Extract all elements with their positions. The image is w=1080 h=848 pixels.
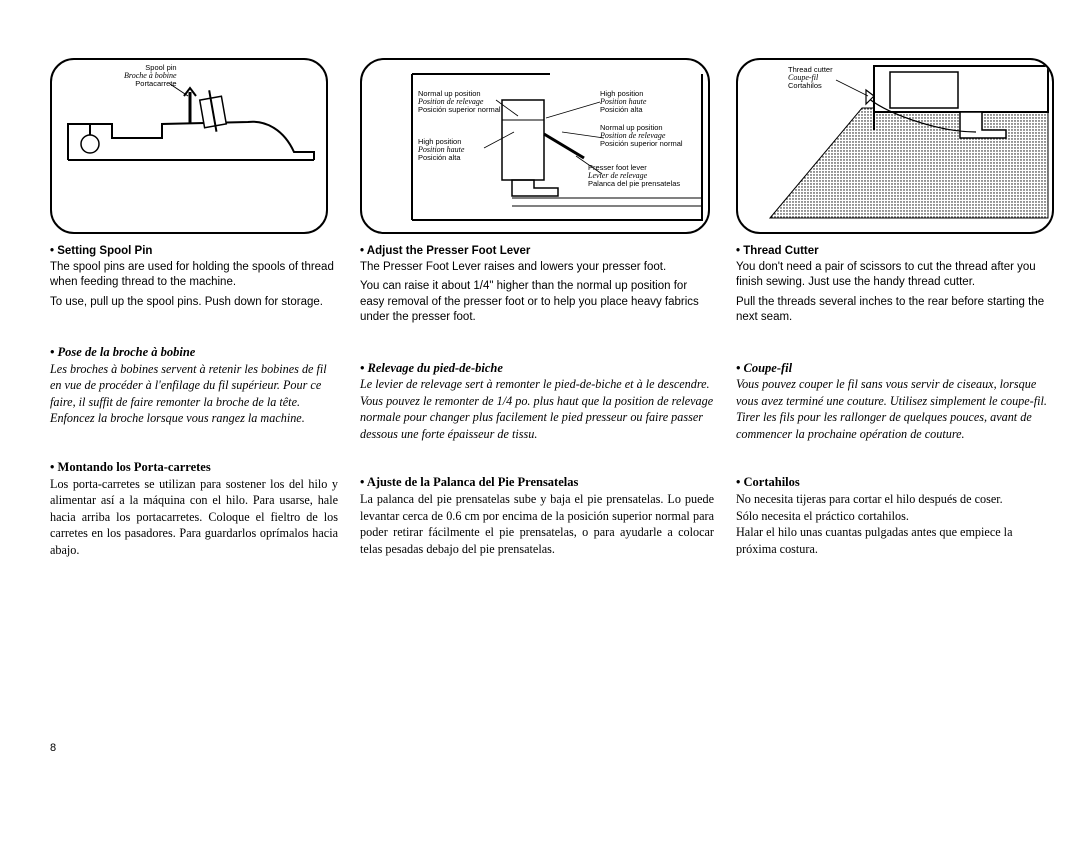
para: The spool pins are used for holding the … (50, 260, 338, 291)
para: Vous pouvez le remonter de 1/4 po. plus … (360, 393, 714, 442)
label-lever: Presser foot lever Levier de relevage Pa… (588, 164, 680, 188)
column-1: Spool pin Broche à bobine Portacarrete S… (50, 58, 338, 558)
col2-english: Adjust the Presser Foot Lever The Presse… (360, 244, 714, 326)
para: The Presser Foot Lever raises and lowers… (360, 260, 714, 276)
figure-thread-cutter: Thread cutter Coupe-fil Cortahilos (736, 58, 1054, 234)
para: Pull the threads several inches to the r… (736, 295, 1056, 326)
para: Les broches à bobines servent à retenir … (50, 361, 338, 410)
para: Le levier de relevage sert à remonter le… (360, 376, 714, 392)
label-normal-up: Normal up position Position de relevage … (418, 90, 501, 114)
heading-en-lever: Adjust the Presser Foot Lever (360, 244, 714, 260)
col3-french: Coupe-fil Vous pouvez couper le fil sans… (736, 360, 1056, 443)
label-high-pos-left: High position Position haute Posición al… (418, 138, 464, 162)
heading-fr-spool: Pose de la broche à bobine (50, 344, 338, 361)
para: Sólo necesita el práctico cortahilos. (736, 508, 1056, 524)
para: No necesita tijeras para cortar el hilo … (736, 491, 1056, 507)
label-high-pos-right: High position Position haute Posición al… (600, 90, 646, 114)
column-3: Thread cutter Coupe-fil Cortahilos Threa… (736, 58, 1056, 558)
manual-page: Spool pin Broche à bobine Portacarrete S… (50, 58, 1062, 558)
para: La palanca del pie prensatelas sube y ba… (360, 491, 714, 557)
col3-english: Thread Cutter You don't need a pair of s… (736, 244, 1056, 326)
heading-en-cutter: Thread Cutter (736, 244, 1056, 260)
para: Halar el hilo unas cuantas pulgadas ante… (736, 524, 1056, 557)
col1-english: Setting Spool Pin The spool pins are use… (50, 244, 338, 310)
heading-es-spool: Montando los Porta-carretes (50, 459, 338, 476)
col1-spanish: Montando los Porta-carretes Los porta-ca… (50, 459, 338, 558)
label-spool-pin: Spool pin Broche à bobine Portacarrete (124, 64, 177, 88)
para: Tirer les fils pour les rallonger de que… (736, 409, 1056, 442)
figure-spool-pin: Spool pin Broche à bobine Portacarrete (50, 58, 328, 234)
label-normal-up-right: Normal up position Position de relevage … (600, 124, 683, 148)
heading-en-spool: Setting Spool Pin (50, 244, 338, 260)
col2-spanish: Ajuste de la Palanca del Pie Prensatelas… (360, 474, 714, 557)
col2-french: Relevage du pied-de-biche Le levier de r… (360, 360, 714, 443)
para: Los porta-carretes se utilizan para sost… (50, 476, 338, 558)
para: Enfoncez la broche lorsque vous rangez l… (50, 410, 338, 426)
para: Vous pouvez couper le fil sans vous serv… (736, 376, 1056, 409)
column-2: Normal up position Position de relevage … (360, 58, 714, 558)
col3-spanish: Cortahilos No necesita tijeras para cort… (736, 474, 1056, 557)
para: You can raise it about 1/4" higher than … (360, 279, 714, 326)
para: To use, pull up the spool pins. Push dow… (50, 295, 338, 311)
heading-fr-lever: Relevage du pied-de-biche (360, 360, 714, 377)
figure-presser-foot-lever: Normal up position Position de relevage … (360, 58, 710, 234)
page-number: 8 (50, 742, 56, 754)
col1-french: Pose de la broche à bobine Les broches à… (50, 344, 338, 427)
heading-es-cutter: Cortahilos (736, 474, 1056, 491)
heading-es-lever: Ajuste de la Palanca del Pie Prensatelas (360, 474, 714, 491)
label-thread-cutter: Thread cutter Coupe-fil Cortahilos (788, 66, 833, 90)
heading-fr-cutter: Coupe-fil (736, 360, 1056, 377)
para: You don't need a pair of scissors to cut… (736, 260, 1056, 291)
